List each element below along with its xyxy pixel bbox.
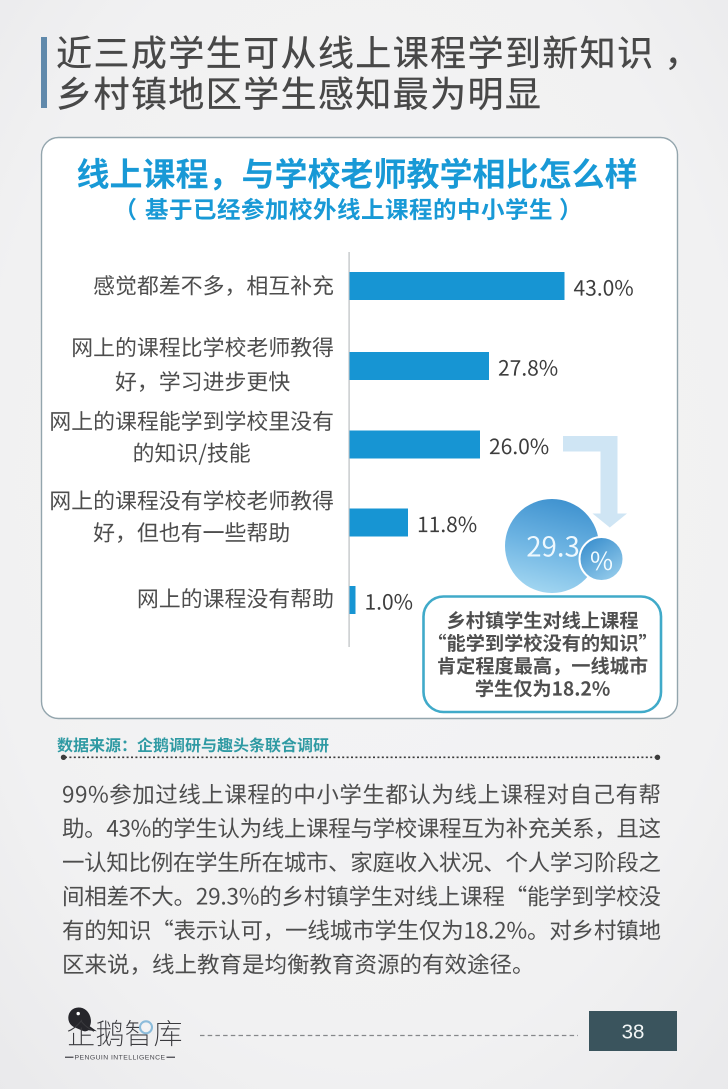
svg-text:38: 38: [622, 1021, 645, 1044]
svg-text:PENGUIN INTELLIGENCE: PENGUIN INTELLIGENCE: [75, 1055, 166, 1062]
